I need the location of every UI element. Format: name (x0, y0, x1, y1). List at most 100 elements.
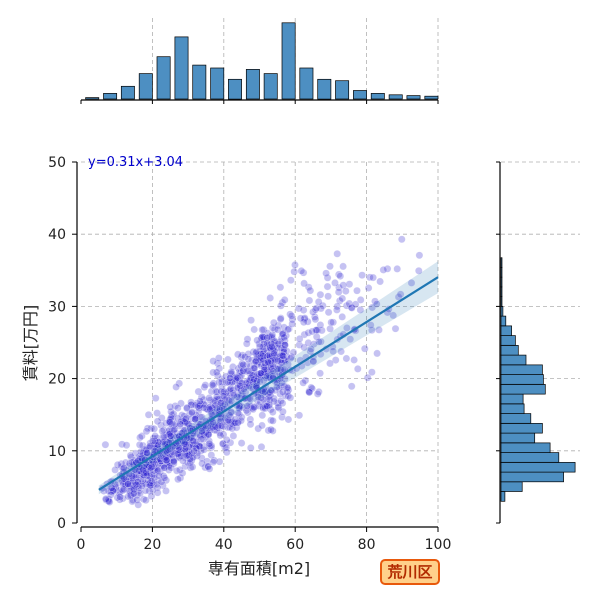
scatter-point (295, 341, 304, 349)
scatter-point (286, 354, 295, 363)
scatter-point (118, 486, 127, 495)
scatter-point (174, 475, 182, 484)
scatter-point (211, 422, 220, 431)
scatter-point (264, 426, 273, 435)
scatter-point (139, 495, 148, 504)
scatter-point (339, 262, 347, 271)
scatter-point (266, 294, 275, 302)
scatter-point (227, 367, 236, 376)
right-hist-bar (500, 423, 543, 434)
scatter-point (252, 347, 261, 356)
scatter-point (338, 294, 347, 303)
scatter-points (98, 235, 424, 509)
scatter-point (142, 468, 151, 477)
scatter-point (308, 327, 317, 336)
scatter-point (209, 357, 218, 365)
scatter-point (238, 359, 247, 368)
scatter-point (137, 447, 145, 456)
scatter-point (132, 480, 141, 489)
scatter-point (205, 464, 214, 473)
grid-lines (81, 161, 439, 523)
scatter-point (316, 369, 324, 378)
scatter-point (171, 402, 180, 410)
scatter-point (172, 383, 180, 391)
scatter-point (278, 399, 287, 408)
y-axis-title: 賃料[万円] (21, 305, 40, 382)
scatter-point (309, 357, 318, 365)
scatter-point (329, 318, 338, 327)
scatter-point (148, 437, 157, 446)
scatter-point (237, 439, 246, 447)
scatter-point (133, 478, 142, 486)
scatter-point (248, 371, 257, 379)
scatter-point (306, 286, 315, 295)
scatter-point (263, 402, 271, 410)
scatter-point (250, 325, 259, 334)
scatter-point (281, 374, 289, 383)
scatter-point (143, 448, 151, 457)
scatter-point (142, 496, 150, 505)
scatter-point (215, 364, 224, 373)
scatter-point (153, 409, 161, 417)
scatter-point (224, 355, 232, 364)
right-hist-bar (500, 306, 504, 317)
scatter-point (287, 276, 295, 285)
scatter-point (259, 404, 267, 413)
scatter-point (136, 433, 144, 442)
scatter-point (353, 286, 361, 295)
scatter-point (178, 469, 187, 477)
top-hist-bar (353, 90, 367, 100)
scatter-point (258, 332, 267, 341)
scatter-point (237, 361, 245, 370)
scatter-point (363, 373, 372, 382)
scatter-point (158, 427, 167, 436)
scatter-point (308, 384, 316, 393)
top-hist-bar (192, 64, 207, 100)
scatter-point (196, 397, 204, 405)
scatter-point (242, 339, 251, 348)
scatter-point (299, 318, 308, 327)
scatter-point (279, 407, 287, 416)
scatter-point (295, 411, 304, 420)
scatter-point (205, 394, 214, 402)
scatter-point (299, 306, 308, 314)
scatter-point (313, 390, 322, 398)
scatter-point (324, 292, 332, 301)
ward-badge: 荒川区 (380, 559, 440, 585)
scatter-point (283, 384, 292, 392)
scatter-point (288, 320, 297, 328)
scatter-point (323, 273, 332, 282)
scatter-point (224, 378, 232, 386)
scatter-point (200, 383, 209, 392)
scatter-point (366, 321, 375, 329)
scatter-point (280, 333, 289, 342)
scatter-point (188, 463, 197, 471)
scatter-point (369, 273, 377, 282)
scatter-point (215, 378, 223, 387)
scatter-point (326, 359, 334, 368)
scatter-point (174, 414, 182, 423)
top-hist-bar (228, 78, 242, 100)
scatter-point (351, 300, 360, 309)
regression-equation-label: y=0.31x+3.04 (88, 155, 183, 170)
scatter-point (339, 281, 348, 290)
scatter-point (129, 489, 138, 498)
scatter-point (287, 312, 296, 320)
scatter-point (247, 316, 255, 325)
scatter-point (148, 486, 157, 494)
scatter-point (326, 324, 334, 333)
scatter-point (146, 481, 155, 490)
scatter-point (358, 271, 366, 280)
scatter-point (251, 357, 260, 366)
right-hist-grid (501, 161, 580, 452)
scatter-point (151, 394, 160, 403)
scatter-point (226, 374, 234, 382)
scatter-point (194, 387, 203, 396)
right-hist-bar (500, 471, 564, 483)
scatter-point (164, 466, 173, 474)
scatter-point (144, 410, 153, 419)
scatter-point (167, 413, 175, 422)
scatter-point (353, 365, 362, 373)
top-hist-bar (156, 56, 171, 100)
